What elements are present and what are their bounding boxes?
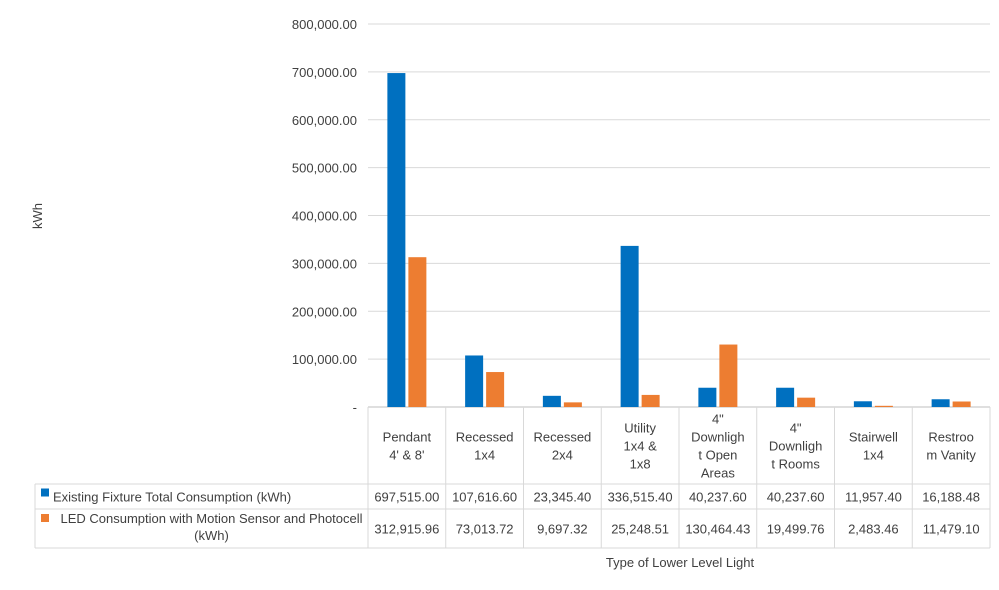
category-label: Areas bbox=[701, 466, 735, 481]
bar bbox=[719, 344, 738, 407]
data-label: 23,345.40 bbox=[533, 490, 591, 505]
category-label: 1x4 bbox=[474, 448, 495, 463]
data-label: 336,515.40 bbox=[608, 490, 673, 505]
bar bbox=[952, 401, 971, 407]
data-label: 11,479.10 bbox=[923, 522, 980, 537]
data-label: 130,464.43 bbox=[685, 522, 750, 537]
bar bbox=[931, 399, 950, 407]
series-name: Existing Fixture Total Consumption (kWh) bbox=[53, 490, 291, 505]
y-axis-ticks: - 100,000.00 200,000.00 300,000.00 400,000.0… bbox=[292, 17, 357, 415]
y-tick-label: - bbox=[353, 400, 357, 415]
data-label: 2,483.46 bbox=[848, 522, 899, 537]
category-label: Recessed bbox=[456, 430, 514, 445]
bar bbox=[563, 402, 582, 407]
bar bbox=[853, 401, 872, 407]
series-name: LED Consumption with Motion Sensor and P… bbox=[60, 511, 362, 526]
gridlines bbox=[368, 23, 990, 408]
category-label: 2x4 bbox=[552, 448, 573, 463]
data-label: 73,013.72 bbox=[456, 522, 514, 537]
bar bbox=[408, 257, 427, 407]
data-label: 19,499.76 bbox=[767, 522, 825, 537]
data-label: 9,697.32 bbox=[537, 522, 588, 537]
category-label: Downligh bbox=[691, 430, 744, 445]
y-tick-label: 700,000.00 bbox=[292, 65, 357, 80]
bar bbox=[387, 73, 406, 407]
data-label: 40,237.60 bbox=[767, 490, 825, 505]
category-label: Recessed bbox=[533, 430, 591, 445]
x-axis-title: Type of Lower Level Light bbox=[606, 555, 755, 570]
category-label: Utility bbox=[624, 421, 656, 436]
category-label: 4" bbox=[712, 412, 724, 427]
data-label: 40,237.60 bbox=[689, 490, 747, 505]
y-tick-label: 800,000.00 bbox=[292, 17, 357, 32]
bars bbox=[387, 73, 971, 407]
category-label: Stairwell bbox=[849, 430, 898, 445]
category-label: t Rooms bbox=[771, 457, 820, 472]
category-label: t Open bbox=[698, 448, 737, 463]
y-tick-label: 500,000.00 bbox=[292, 161, 357, 176]
bar bbox=[486, 372, 505, 407]
y-tick-label: 400,000.00 bbox=[292, 209, 357, 224]
bar bbox=[874, 405, 893, 407]
y-tick-label: 600,000.00 bbox=[292, 113, 357, 128]
category-label: 1x8 bbox=[630, 457, 651, 472]
category-label: Downligh bbox=[769, 439, 822, 454]
category-label: 1x4 & bbox=[624, 439, 658, 454]
category-label: Pendant bbox=[383, 430, 432, 445]
category-label: Restroo bbox=[928, 430, 974, 445]
y-tick-label: 200,000.00 bbox=[292, 304, 357, 319]
bar bbox=[465, 355, 484, 407]
y-axis-title: kWh bbox=[30, 203, 45, 229]
bar bbox=[542, 395, 561, 407]
bar bbox=[698, 387, 717, 407]
data-label: 697,515.00 bbox=[374, 490, 439, 505]
data-label: 11,957.40 bbox=[845, 490, 902, 505]
data-label: 312,915.96 bbox=[374, 522, 439, 537]
series-name: (kWh) bbox=[194, 528, 229, 543]
bar bbox=[776, 387, 795, 407]
y-tick-label: 100,000.00 bbox=[292, 352, 357, 367]
legend-key bbox=[41, 514, 49, 522]
bar bbox=[641, 394, 660, 407]
category-label: m Vanity bbox=[926, 448, 976, 463]
data-table: Pendant 4' & 8' Recessed 1x4 Recessed 2x4 Util… bbox=[34, 407, 991, 549]
category-label: 4" bbox=[790, 421, 802, 436]
legend-key bbox=[41, 488, 49, 497]
bar bbox=[797, 397, 816, 407]
data-label: 25,248.51 bbox=[611, 522, 669, 537]
data-label: 16,188.48 bbox=[922, 490, 980, 505]
y-tick-label: 300,000.00 bbox=[292, 256, 357, 271]
category-label: 1x4 bbox=[863, 448, 884, 463]
data-label: 107,616.60 bbox=[452, 490, 517, 505]
category-label: 4' & 8' bbox=[389, 448, 424, 463]
bar bbox=[620, 245, 639, 407]
